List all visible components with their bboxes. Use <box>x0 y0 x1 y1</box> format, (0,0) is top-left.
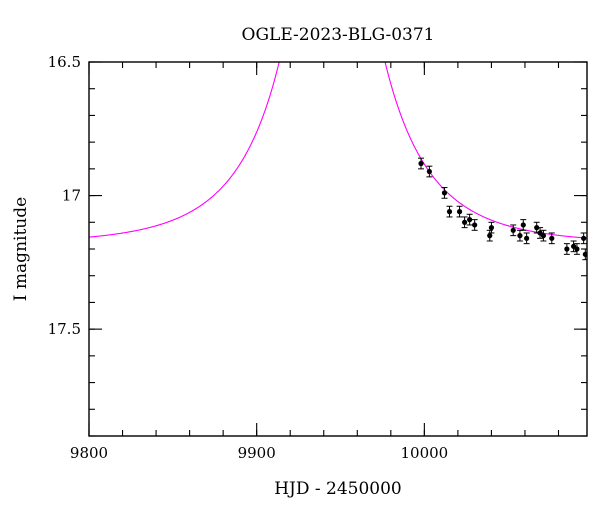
data-point <box>418 157 424 170</box>
point-marker <box>446 209 453 215</box>
point-marker <box>582 251 587 257</box>
y-tick-label: 16.5 <box>48 53 81 71</box>
data-point <box>510 224 517 237</box>
model-curve <box>89 62 587 239</box>
point-marker <box>426 168 432 175</box>
point-marker <box>488 225 495 231</box>
data-point <box>466 213 473 226</box>
point-marker <box>456 209 463 215</box>
data-point <box>520 219 527 231</box>
data-point <box>523 232 530 245</box>
chart-title: OGLE-2023-BLG-0371 <box>242 25 435 45</box>
data-point <box>461 216 468 229</box>
data-point <box>563 243 570 255</box>
point-marker <box>467 217 473 223</box>
point-marker <box>540 233 547 239</box>
data-point <box>486 229 493 242</box>
point-marker <box>418 160 424 167</box>
y-axis-label: I magnitude <box>11 197 31 301</box>
data-point <box>488 221 495 234</box>
axes-layer: 9800 9900 10000 16.5 17 17.5 <box>48 53 587 462</box>
data-point <box>446 205 453 218</box>
point-marker <box>574 246 580 252</box>
data-point <box>471 219 478 231</box>
model-curve-layer <box>89 62 587 239</box>
x-tick-label: 9800 <box>70 444 108 462</box>
data-point <box>456 205 463 218</box>
data-point <box>540 229 547 242</box>
point-marker <box>564 246 570 252</box>
point-marker <box>441 190 448 196</box>
point-marker <box>487 233 493 239</box>
point-marker <box>581 235 587 241</box>
data-point <box>548 232 555 245</box>
x-tick-label: 9900 <box>238 444 276 462</box>
data-points-layer <box>418 157 587 261</box>
data-point <box>441 187 448 199</box>
data-point <box>580 232 587 245</box>
point-marker <box>549 235 555 241</box>
point-marker <box>524 235 530 241</box>
point-marker <box>534 225 540 231</box>
data-point <box>426 165 433 178</box>
y-tick-label: 17 <box>62 187 81 205</box>
point-marker <box>510 227 516 233</box>
y-tick-label: 17.5 <box>48 320 81 338</box>
plot-frame <box>88 61 588 437</box>
point-marker <box>520 222 526 228</box>
point-marker <box>517 233 523 239</box>
point-marker <box>461 219 468 225</box>
x-axis-label: HJD - 2450000 <box>274 479 402 499</box>
x-tick-label: 10000 <box>400 444 448 462</box>
data-point <box>516 229 523 242</box>
point-marker <box>472 222 478 228</box>
data-point <box>573 243 580 255</box>
